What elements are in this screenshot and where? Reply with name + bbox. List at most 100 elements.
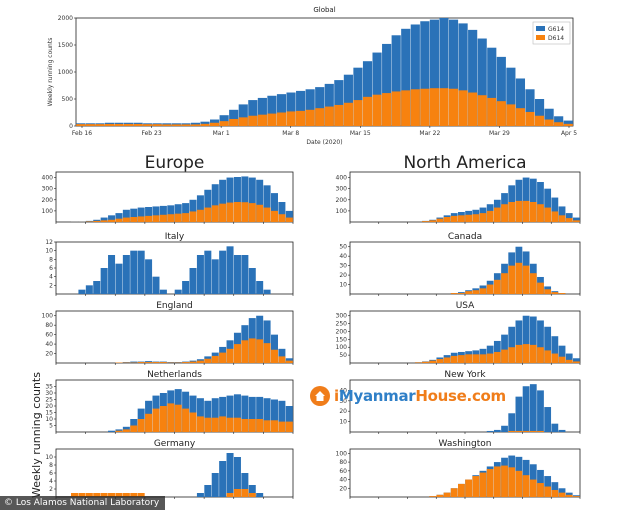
- shared-y-axis-label: Weekly running counts: [30, 372, 43, 498]
- d614-bar: [436, 359, 444, 363]
- d614-bar: [529, 273, 537, 294]
- g614-bar: [226, 453, 234, 497]
- d614-bar: [558, 492, 566, 497]
- d614-bar: [85, 493, 93, 497]
- y-tick-label: 200: [42, 197, 54, 204]
- d614-bar: [529, 202, 537, 222]
- d614-bar: [508, 202, 516, 222]
- d614-bar: [508, 430, 516, 432]
- g614-bar: [167, 205, 175, 222]
- g614-bar: [565, 213, 573, 222]
- g614-bar: [108, 430, 116, 432]
- d614-bar: [204, 358, 212, 363]
- d614-bar: [436, 218, 444, 222]
- g614-bar: [100, 268, 108, 294]
- d614-bar: [401, 90, 411, 126]
- g614-bar: [204, 485, 212, 497]
- g614-bar: [219, 115, 229, 126]
- d614-bar: [450, 293, 458, 294]
- d614-bar: [537, 282, 544, 294]
- d614-bar: [93, 220, 101, 222]
- g614-bar: [448, 19, 459, 126]
- plot-frame-germany: [55, 448, 294, 498]
- g614-bar: [486, 430, 494, 432]
- g614-bar: [211, 184, 219, 222]
- d614-bar: [100, 493, 108, 497]
- g614-bar: [372, 52, 382, 127]
- y-tick-label: 200: [336, 328, 348, 335]
- watermark-text: iMyanmarHouse.com: [334, 387, 506, 405]
- d614-bar: [458, 215, 465, 222]
- d614-bar: [472, 354, 480, 363]
- d614-bar: [324, 106, 334, 126]
- d614-bar: [133, 123, 143, 126]
- g614-bar: [137, 250, 145, 294]
- d614-bar: [479, 288, 487, 294]
- d614-bar: [493, 279, 501, 294]
- y-tick-label: 1500: [58, 42, 73, 49]
- g614-bar: [122, 255, 130, 294]
- g614-bar: [305, 89, 315, 126]
- g614-bar: [525, 89, 535, 126]
- g614-bar: [174, 289, 182, 294]
- d614-bar: [458, 90, 468, 126]
- g614-bar: [558, 206, 566, 222]
- d614-bar: [465, 354, 472, 363]
- d614-bar: [515, 262, 523, 294]
- g614-bar: [145, 207, 153, 222]
- d614-bar: [450, 355, 458, 363]
- d614-bar: [573, 361, 580, 363]
- d614-bar: [145, 413, 153, 432]
- legend-swatch: [536, 35, 545, 40]
- d614-bar: [420, 88, 430, 126]
- g614-bar: [174, 204, 182, 222]
- d614-bar: [522, 430, 530, 432]
- d614-bar: [573, 496, 580, 497]
- chart-title-canada: Canada: [448, 232, 482, 242]
- d614-bar: [122, 217, 130, 222]
- d614-bar: [285, 217, 293, 222]
- d614-bar: [263, 207, 271, 222]
- g614-bar: [152, 206, 160, 222]
- g614-bar: [248, 268, 256, 294]
- y-tick-label: 25: [45, 397, 53, 404]
- d614-bar: [506, 104, 516, 126]
- d614-bar: [241, 419, 249, 432]
- g614-bar: [159, 205, 167, 222]
- d614-bar: [515, 430, 523, 432]
- d614-bar: [558, 293, 566, 294]
- g614-bar: [115, 263, 123, 294]
- d614-bar: [372, 94, 382, 126]
- d614-bar: [501, 273, 508, 294]
- y-tick-label: 100: [42, 208, 54, 215]
- g614-bar: [248, 485, 256, 497]
- d614-bar: [468, 92, 478, 126]
- g614-bar: [278, 400, 286, 432]
- x-tick-label: Feb 16: [72, 130, 92, 137]
- d614-bar: [114, 123, 124, 126]
- y-tick-label: 400: [42, 175, 54, 182]
- g614-bar: [100, 217, 108, 222]
- g614-bar: [554, 116, 564, 126]
- chart-north-america: North America 100 200 300 400: [336, 153, 581, 224]
- y-tick-label: 10: [45, 416, 53, 423]
- chart-title-washington: Washington: [439, 439, 492, 449]
- g614-bar: [296, 90, 306, 126]
- watermark-logo: iMyanmarHouse.com: [310, 383, 506, 409]
- g614-bar: [219, 179, 227, 222]
- d614-bar: [472, 476, 480, 497]
- chart-new-york: New York 10 20 30 40: [339, 370, 581, 434]
- g614-bar: [278, 348, 286, 363]
- g614-bar: [429, 19, 439, 126]
- d614-bar: [278, 421, 286, 432]
- g614-bar: [267, 95, 277, 126]
- chart-title-italy: Italy: [165, 232, 185, 242]
- y-tick-label: 20: [45, 351, 53, 358]
- d614-bar: [278, 214, 286, 222]
- y-tick-label: 50: [339, 352, 347, 359]
- g614-bar: [256, 179, 264, 222]
- d614-bar: [525, 111, 535, 126]
- d614-bar: [137, 419, 145, 432]
